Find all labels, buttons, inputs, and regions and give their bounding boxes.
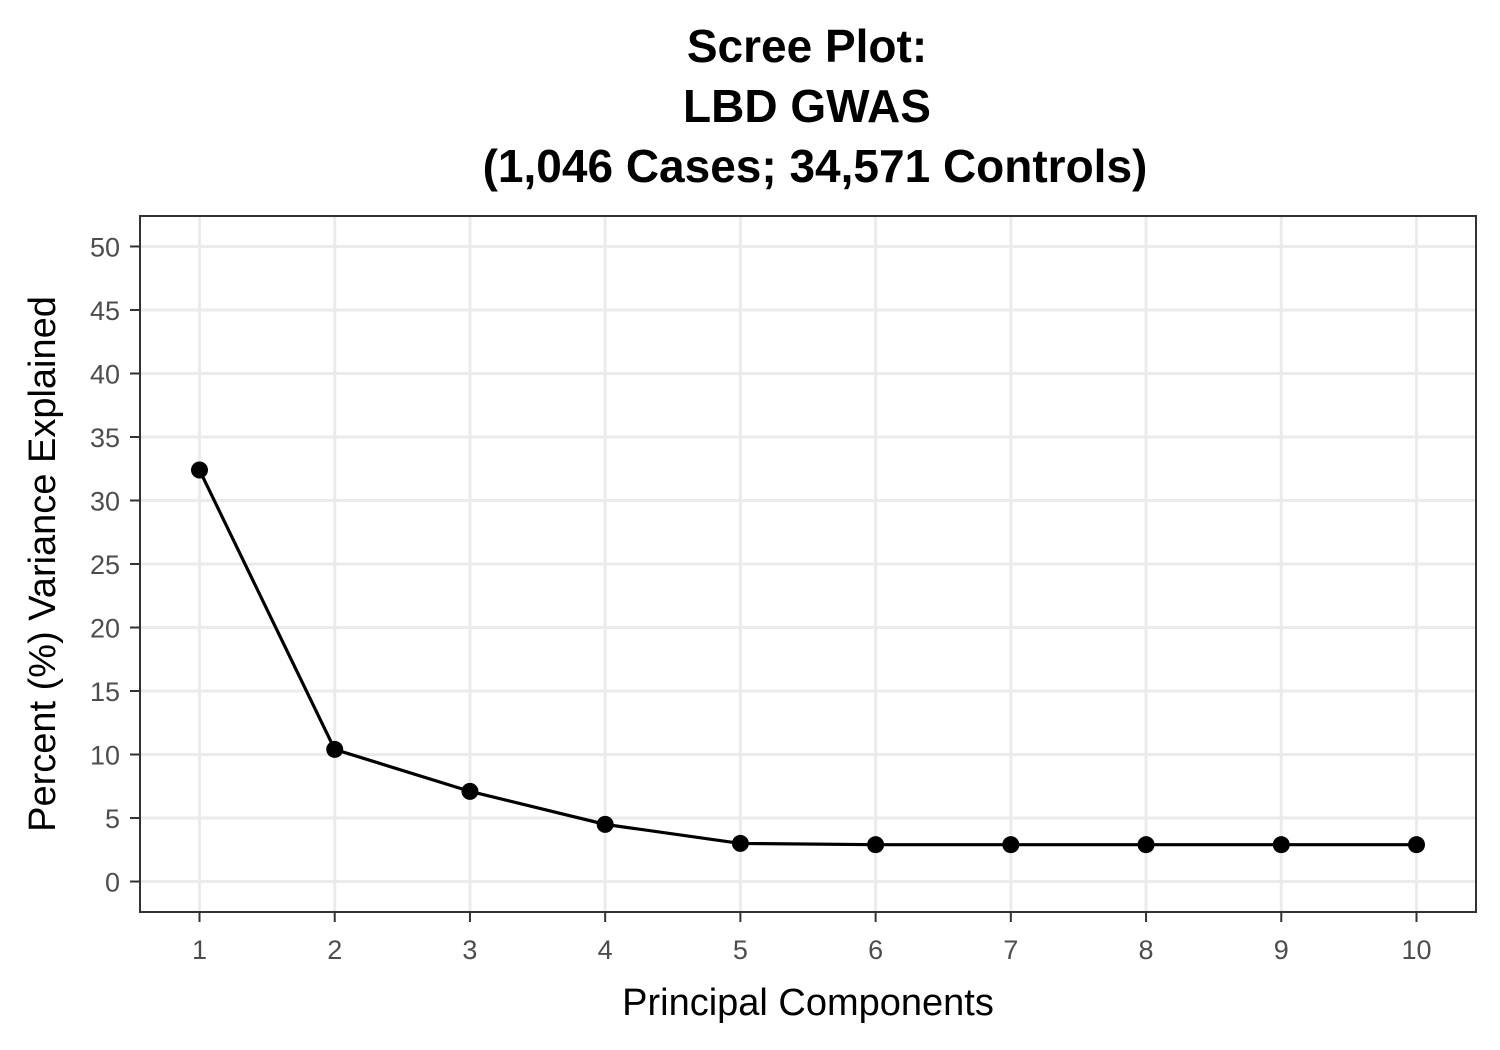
x-tick-label: 9 <box>1274 935 1289 965</box>
y-tick-label: 45 <box>90 296 120 326</box>
x-tick-label: 8 <box>1139 935 1154 965</box>
x-tick-label: 4 <box>598 935 613 965</box>
y-tick-label: 30 <box>90 486 120 516</box>
y-tick-label: 5 <box>105 804 120 834</box>
y-tick-label: 10 <box>90 741 120 771</box>
y-tick-label: 40 <box>90 359 120 389</box>
y-tick-label: 20 <box>90 614 120 644</box>
x-tick-label: 3 <box>462 935 477 965</box>
y-tick-label: 15 <box>90 677 120 707</box>
y-tick-label: 35 <box>90 423 120 453</box>
data-point <box>1272 836 1290 854</box>
x-tick-label: 2 <box>327 935 342 965</box>
data-point <box>867 836 885 854</box>
y-tick-label: 50 <box>90 232 120 262</box>
data-point <box>326 740 344 758</box>
chart-title: Scree Plot: LBD GWAS (1,046 Cases; 34,57… <box>483 20 1148 192</box>
data-point <box>1137 836 1155 854</box>
chart-title-line-1: Scree Plot: <box>687 20 927 72</box>
x-tick-label: 10 <box>1401 935 1431 965</box>
y-axis-title: Percent (%) Variance Explained <box>22 296 64 832</box>
chart-title-line-2: LBD GWAS <box>683 80 931 132</box>
data-point <box>1408 836 1426 854</box>
x-tick-label: 1 <box>192 935 207 965</box>
x-tick-label: 6 <box>868 935 883 965</box>
x-tick-label: 5 <box>733 935 748 965</box>
data-point <box>461 782 479 800</box>
x-axis-title: Principal Components <box>622 982 994 1024</box>
y-tick-label: 25 <box>90 550 120 580</box>
chart-title-line-3: (1,046 Cases; 34,571 Controls) <box>483 140 1148 192</box>
y-axis: 0 5 10 15 20 25 30 35 40 45 50 <box>90 232 140 898</box>
data-point <box>731 834 749 852</box>
x-tick-label: 7 <box>1003 935 1018 965</box>
data-point <box>1002 836 1020 854</box>
series-layer <box>190 461 1426 854</box>
y-gridlines <box>140 244 1476 884</box>
series-line <box>198 469 1417 847</box>
y-tick-label: 0 <box>105 868 120 898</box>
data-point <box>190 461 208 479</box>
x-axis: 1 2 3 4 5 6 7 8 9 10 <box>192 912 1432 965</box>
data-point <box>596 815 614 833</box>
